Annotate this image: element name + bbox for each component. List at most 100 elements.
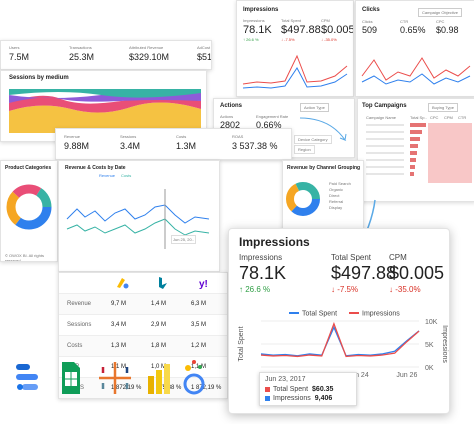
product-card: Product Categories © OWOX BI. All rights… [0,160,58,262]
legend-label: Impressions [362,311,400,318]
card-title: Impressions [243,7,279,13]
kpi-value: 9.88M [64,141,90,151]
legend-item: Organic [329,187,344,192]
kpi-change: ↓ -35.0% [321,37,337,42]
card-title: Product Categories [5,165,52,171]
table-row: Revenue 9,7 M 1,4 M 6,3 M [59,293,227,314]
tooltip-row: Total Spent $60.35 [265,386,351,393]
legend-item: Paid Search [329,181,351,186]
kpi-label: Costs [176,134,187,139]
kpi-label: Revenue [64,134,81,139]
kpi-card: Users 7.5M Transactions 25.3M Attributed… [0,40,212,70]
kpi-value: 2802 [220,120,241,130]
line-chart [66,189,210,249]
revcost-card: Revenue & Costs by Date Revenue Costs Ju… [58,160,220,272]
campaigns-card: Top Campaigns Buying Type Campaign Name … [357,98,474,202]
tooltip-value: $60.35 [312,386,334,393]
clicks-card: Clicks Campaign Objective Clicks 509 CTR… [355,0,474,97]
kpi-change: ↑ 26.6 % [243,37,259,42]
table-cell: 2,9 M [151,322,167,328]
tooltip: Jun 25, 20.. [171,235,196,244]
footer-note: © OWOX BI. All rights reserved [5,253,44,262]
kpi-label: Transactions [69,45,92,50]
table-row: Costs 1,3 M 1,8 M 1,2 M [59,335,227,356]
metric-change: ↑ 26.6 % [239,285,271,294]
line-series [260,321,420,358]
kpi-value: 25.3M [69,52,95,62]
kpi-value: 1.3M [176,141,197,151]
metric-change: ↓ -35.0% [389,285,421,294]
table-cell: Sessions [67,322,92,328]
tool-logos [16,360,205,395]
metric-value: 78.1K [239,263,287,283]
table-cell: Revenue [67,301,92,307]
tooltip-row: Impressions 9,406 [265,395,351,402]
card-title: Actions [220,103,243,109]
tooltip-swatch [265,396,270,401]
kpi-value: 3.4M [120,141,141,151]
legend-item: Display [329,205,343,210]
impressions-card: Impressions Impressions 78.1K ↑ 26.6 % Tota… [228,228,450,414]
table-header: CPM [444,115,453,120]
revenue-card: Revenue 9.88M Sessions 3.4M Costs 1.3M R… [55,128,292,160]
kpi-label: ROAS [232,134,244,139]
kpi-value: 3 537.38 % [232,141,278,151]
y-axis-label: Total Spent [238,326,245,361]
menu-item[interactable]: Region [294,145,315,154]
kpi-label: CTR [400,19,409,24]
table-header: Campaign Name [366,115,397,120]
metric-label: Impressions [239,253,283,262]
table-header: Total Sp.. [410,115,427,120]
filter[interactable]: Buying Type [428,103,458,112]
metric-change: ↓ -7.5% [331,285,359,294]
tooltip-label: Impressions [273,395,311,402]
kpi-label: CPM [321,18,330,23]
impressions-small-card: Impressions Impressions 78.1K ↑ 26.6 % T… [236,0,354,97]
table-cell: 6,3 M [191,301,207,307]
filter[interactable]: Action Type [300,103,329,112]
kpi-label: Impressions [243,18,265,23]
table-cell: 1 872,19 % [191,385,222,391]
metric-value: $497.88 [331,263,397,283]
table-cell: 1,0 M [151,364,167,370]
filter[interactable]: Campaign Objective [418,8,463,17]
kpi-value: 78.1K [243,24,272,36]
stacked-area [9,89,201,133]
table-cell: 1,2 M [191,343,207,349]
kpi-value: $329.10M [129,52,170,62]
tooltip-label: Total Spent [273,386,309,393]
kpi-label: Total Spent [281,18,302,23]
card-title: Revenue by Channel Grouping [287,165,361,171]
card-title: Top Campaigns [362,103,407,109]
y2-tick-label: 0K [425,365,434,372]
card-title: Revenue & Costs by Date [65,165,126,171]
kpi-label: CPC [436,19,445,24]
kpi-value: 0.65% [400,25,426,35]
table-cell: 1,4 M [151,301,167,307]
kpi-value: $0.005 [321,24,354,36]
x-tick-label: Jun 24 [348,372,369,379]
tooltip-swatch [265,387,270,392]
y2-axis-label: Impressions [441,325,448,363]
card-title: Impressions [239,235,310,249]
mini-chart [361,57,471,85]
kpi-value: 509 [362,25,378,35]
kpi-change: ↓ -7.5% [281,37,295,42]
y2-tick-label: 10K [425,319,438,326]
table-row: Sessions 3,4 M 2,9 M 3,5 M [59,314,227,335]
table-cell: 3,4 M [111,322,127,328]
kpi-value: 0.66% [256,120,282,130]
kpi-label: Attributed Revenue [129,45,164,50]
menu-item[interactable]: Device Category [294,135,332,144]
table-cell: 1,8 M [151,343,167,349]
kpi-label: Sessions [120,134,137,139]
legend-label: Total Spent [302,311,337,318]
table-cell: Costs [67,343,83,349]
source-logos: y! [117,277,208,290]
y2-tick-label: 5K [425,342,434,349]
kpi-label: Actions [220,114,234,119]
table-cell: 1,3 M [111,343,127,349]
table-header: CTR [458,115,467,120]
chart: 10K 5K 0K Total Spent Impressions Jun 24 Jun 2… [238,311,448,380]
